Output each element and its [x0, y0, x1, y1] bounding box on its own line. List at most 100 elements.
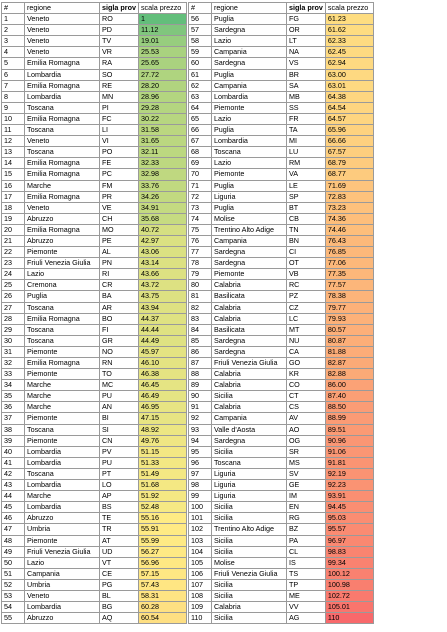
row-number[interactable]: 75: [187, 223, 212, 236]
province-code-cell[interactable]: MT: [285, 323, 326, 336]
region-cell[interactable]: Calabria: [210, 368, 287, 381]
row-number[interactable]: 73: [187, 201, 212, 214]
province-code-cell[interactable]: NO: [99, 345, 139, 359]
row-number[interactable]: 71: [187, 179, 212, 192]
price-scale-cell[interactable]: 28.96: [137, 90, 187, 103]
province-code-cell[interactable]: CR: [99, 279, 139, 292]
province-code-cell[interactable]: CI: [285, 246, 326, 259]
price-scale-cell[interactable]: 74.46: [324, 223, 374, 236]
region-cell[interactable]: Umbria: [24, 578, 100, 591]
price-scale-cell[interactable]: 52.48: [137, 501, 187, 514]
row-number[interactable]: 102: [187, 523, 212, 536]
price-scale-cell[interactable]: 94.45: [324, 501, 374, 514]
province-code-cell[interactable]: OT: [285, 257, 326, 270]
province-code-cell[interactable]: MN: [99, 90, 139, 103]
province-code-cell[interactable]: CB: [285, 212, 326, 225]
row-number[interactable]: 15: [1, 168, 25, 181]
row-number[interactable]: 97: [187, 467, 212, 481]
row-number[interactable]: 108: [187, 589, 212, 603]
region-cell[interactable]: Toscana: [24, 467, 100, 481]
region-cell[interactable]: Lazio: [24, 268, 100, 281]
row-number[interactable]: 50: [1, 556, 25, 569]
price-scale-cell[interactable]: 82.87: [324, 356, 374, 370]
row-number[interactable]: 55: [1, 612, 25, 625]
region-cell[interactable]: Piemonte: [24, 345, 100, 359]
province-code-cell[interactable]: SA: [285, 79, 326, 92]
region-cell[interactable]: Trentino Alto Adige: [210, 523, 287, 536]
price-scale-cell[interactable]: 49.76: [137, 434, 187, 447]
province-code-cell[interactable]: OR: [285, 24, 326, 37]
price-scale-cell[interactable]: 92.23: [324, 479, 374, 492]
province-code-cell[interactable]: LT: [285, 35, 326, 48]
row-number[interactable]: 58: [187, 35, 212, 48]
region-cell[interactable]: Puglia: [210, 201, 287, 214]
region-cell[interactable]: Lazio: [210, 112, 287, 126]
row-number[interactable]: 37: [1, 412, 25, 425]
header-number[interactable]: #: [1, 1, 25, 15]
row-number[interactable]: 36: [1, 401, 25, 414]
region-cell[interactable]: Lazio: [210, 35, 287, 48]
province-code-cell[interactable]: CT: [285, 390, 326, 403]
province-code-cell[interactable]: FC: [99, 112, 139, 126]
price-scale-cell[interactable]: 46.10: [137, 356, 187, 370]
region-cell[interactable]: Piemonte: [24, 246, 100, 259]
price-scale-cell[interactable]: 95.03: [324, 512, 374, 525]
region-cell[interactable]: Sicilia: [210, 589, 287, 603]
province-code-cell[interactable]: RN: [99, 356, 139, 370]
row-number[interactable]: 43: [1, 479, 25, 492]
price-scale-cell[interactable]: 45.97: [137, 345, 187, 359]
province-code-cell[interactable]: AG: [285, 612, 326, 625]
region-cell[interactable]: Emilia Romagna: [24, 157, 100, 170]
region-cell[interactable]: Sardegna: [210, 345, 287, 359]
province-code-cell[interactable]: PI: [99, 101, 139, 114]
province-code-cell[interactable]: PN: [99, 257, 139, 270]
row-number[interactable]: 67: [187, 135, 212, 148]
row-number[interactable]: 29: [1, 323, 25, 336]
price-scale-cell[interactable]: 86.00: [324, 379, 374, 392]
province-code-cell[interactable]: AN: [99, 401, 139, 414]
row-number[interactable]: 63: [187, 90, 212, 103]
price-scale-cell[interactable]: 47.15: [137, 412, 187, 425]
price-scale-cell[interactable]: 64.38: [324, 90, 374, 103]
price-scale-cell[interactable]: 1: [137, 13, 187, 26]
region-cell[interactable]: Emilia Romagna: [24, 57, 100, 70]
price-scale-cell[interactable]: 63.01: [324, 79, 374, 92]
province-code-cell[interactable]: NU: [285, 334, 326, 347]
price-scale-cell[interactable]: 62.45: [324, 46, 374, 59]
region-cell[interactable]: Veneto: [24, 135, 100, 148]
row-number[interactable]: 21: [1, 234, 25, 248]
price-scale-cell[interactable]: 77.35: [324, 268, 374, 281]
province-code-cell[interactable]: AT: [99, 534, 139, 547]
province-code-cell[interactable]: SP: [285, 190, 326, 203]
province-code-cell[interactable]: VB: [285, 268, 326, 281]
province-code-cell[interactable]: BN: [285, 234, 326, 248]
region-cell[interactable]: Calabria: [210, 401, 287, 414]
province-code-cell[interactable]: PC: [99, 168, 139, 181]
province-code-cell[interactable]: LO: [99, 479, 139, 492]
region-cell[interactable]: Lombardia: [24, 445, 100, 458]
province-code-cell[interactable]: BA: [99, 290, 139, 303]
province-code-cell[interactable]: IS: [285, 556, 326, 569]
row-number[interactable]: 6: [1, 68, 25, 81]
region-cell[interactable]: Sicilia: [210, 612, 287, 625]
province-code-cell[interactable]: PR: [99, 190, 139, 203]
province-code-cell[interactable]: AP: [99, 490, 139, 503]
province-code-cell[interactable]: BS: [99, 501, 139, 514]
row-number[interactable]: 23: [1, 257, 25, 270]
row-number[interactable]: 65: [187, 112, 212, 126]
region-cell[interactable]: Molise: [210, 556, 287, 569]
row-number[interactable]: 12: [1, 135, 25, 148]
province-code-cell[interactable]: BL: [99, 589, 139, 603]
province-code-cell[interactable]: AO: [285, 423, 326, 436]
row-number[interactable]: 42: [1, 467, 25, 481]
province-code-cell[interactable]: VA: [285, 168, 326, 181]
region-cell[interactable]: Toscana: [24, 323, 100, 336]
province-code-cell[interactable]: VR: [99, 46, 139, 59]
region-cell[interactable]: Piemonte: [210, 101, 287, 114]
row-number[interactable]: 45: [1, 501, 25, 514]
price-scale-cell[interactable]: 68.79: [324, 157, 374, 170]
price-scale-cell[interactable]: 95.57: [324, 523, 374, 536]
region-cell[interactable]: Sardegna: [210, 57, 287, 70]
province-code-cell[interactable]: TO: [99, 368, 139, 381]
region-cell[interactable]: Veneto: [24, 35, 100, 48]
